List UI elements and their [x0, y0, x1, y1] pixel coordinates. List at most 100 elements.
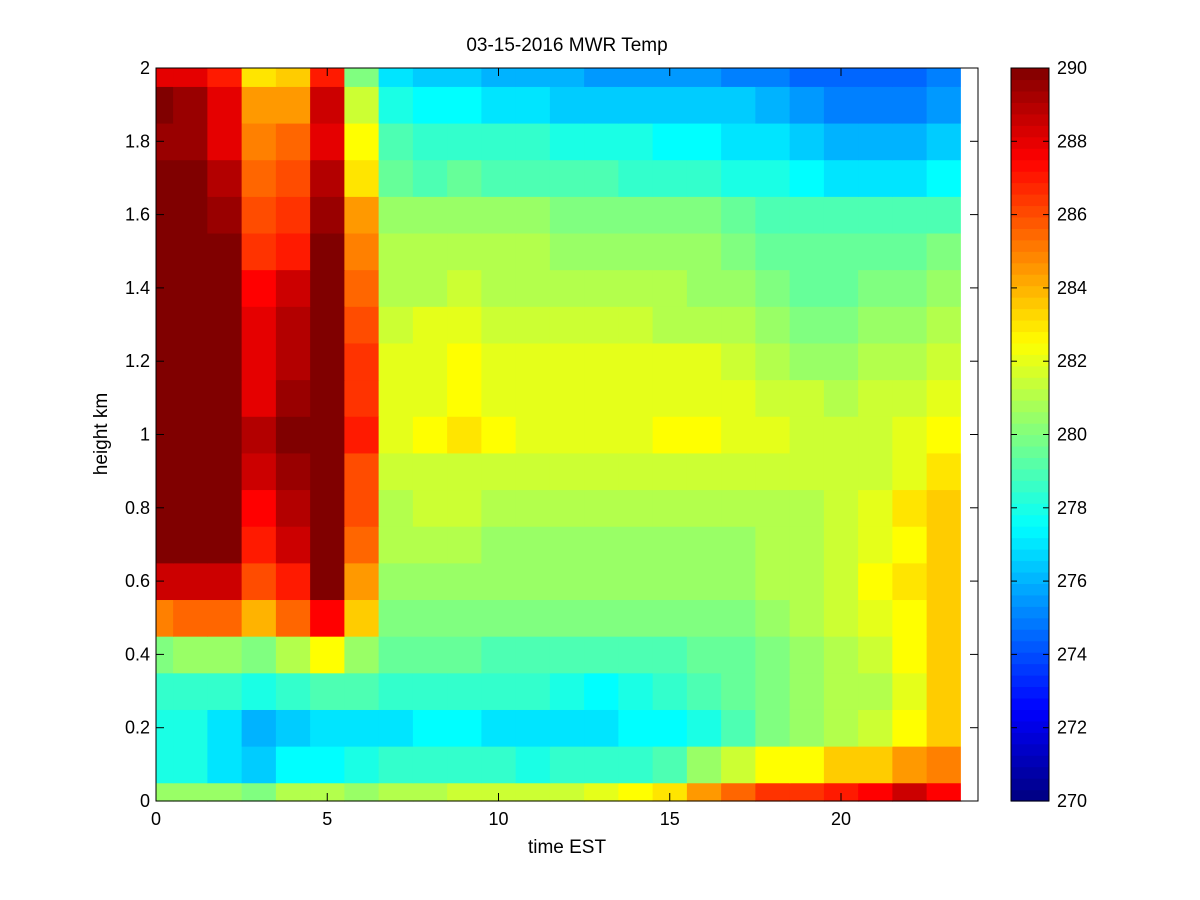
heatmap-cell: [652, 342, 688, 381]
heatmap-cell: [755, 122, 791, 161]
heatmap-cell: [173, 68, 208, 87]
heatmap-cell: [310, 68, 345, 87]
heatmap-cell: [207, 416, 243, 454]
colorbar-segment: [1011, 675, 1049, 688]
colorbar-segment: [1011, 514, 1049, 527]
heatmap-cell: [378, 196, 414, 234]
heatmap-cell: [447, 636, 482, 674]
heatmap-cell: [858, 306, 893, 344]
heatmap-cell: [755, 562, 791, 601]
heatmap-cell: [173, 416, 208, 454]
heatmap-cell: [310, 636, 345, 674]
heatmap-cell: [823, 562, 859, 601]
colorbar-segment: [1011, 228, 1049, 241]
heatmap-cell: [275, 68, 311, 87]
heatmap-cell: [515, 86, 551, 124]
heatmap-cell: [378, 159, 414, 197]
heatmap-cell: [926, 709, 962, 747]
heatmap-cell: [378, 342, 414, 381]
heatmap-cell: [378, 709, 414, 747]
heatmap-cell: [652, 122, 688, 161]
heatmap-cell: [156, 599, 174, 637]
colorbar-segment: [1011, 68, 1049, 81]
heatmap-cell: [515, 489, 551, 527]
heatmap-cell: [412, 86, 448, 124]
heatmap-cell: [447, 672, 482, 710]
heatmap-cell: [721, 379, 756, 417]
heatmap-cell: [549, 672, 585, 710]
heatmap-cell: [241, 196, 277, 234]
colorbar-tick-label: 284: [1057, 278, 1087, 298]
heatmap-cell: [584, 269, 619, 307]
heatmap-cell: [892, 636, 928, 674]
heatmap-cell: [156, 526, 174, 564]
heatmap-cell: [275, 489, 311, 527]
heatmap-cell: [481, 196, 517, 234]
heatmap-cell: [789, 159, 825, 197]
colorbar-segment: [1011, 388, 1049, 401]
heatmap-cell: [686, 196, 722, 234]
heatmap-cell: [618, 122, 654, 161]
heatmap-cell: [156, 416, 174, 454]
heatmap-cell: [378, 782, 414, 802]
heatmap-cell: [344, 196, 380, 234]
heatmap-cell: [447, 489, 482, 527]
colorbar-segment: [1011, 125, 1049, 138]
y-axis-label: height km: [91, 393, 112, 475]
colorbar-segment: [1011, 457, 1049, 470]
heatmap-cell: [241, 452, 277, 491]
heatmap-cell: [584, 68, 619, 87]
heatmap-cell: [789, 379, 825, 417]
heatmap-cell: [926, 452, 962, 491]
heatmap-cell: [173, 452, 208, 491]
heatmap-cell: [447, 526, 482, 564]
heatmap-cell: [584, 122, 619, 161]
heatmap-cell: [584, 306, 619, 344]
heatmap-cell: [481, 122, 517, 161]
heatmap-cell: [378, 232, 414, 271]
heatmap-cell: [789, 232, 825, 271]
heatmap-cell: [310, 526, 345, 564]
heatmap-cell: [344, 232, 380, 271]
heatmap-cell: [652, 489, 688, 527]
colorbar-segment: [1011, 90, 1049, 103]
heatmap-cell: [721, 416, 756, 454]
heatmap-cell: [378, 452, 414, 491]
heatmap-cell: [652, 562, 688, 601]
heatmap-cell: [275, 672, 311, 710]
colorbar-segment: [1011, 697, 1049, 710]
heatmap-cell: [926, 746, 962, 784]
heatmap-cell: [156, 342, 174, 381]
heatmap-cell: [447, 269, 482, 307]
heatmap-cell: [412, 159, 448, 197]
heatmap-cell: [755, 672, 791, 710]
heatmap-cell: [275, 379, 311, 417]
heatmap-cell: [755, 379, 791, 417]
heatmap-cell: [858, 86, 893, 124]
heatmap-cell: [344, 416, 380, 454]
colorbar-segment: [1011, 778, 1049, 791]
heatmap-cell: [926, 159, 962, 197]
heatmap-cell: [618, 86, 654, 124]
heatmap-cell: [618, 379, 654, 417]
heatmap-cell: [412, 562, 448, 601]
heatmap-cell: [823, 379, 859, 417]
heatmap-cell: [652, 379, 688, 417]
heatmap-cell: [378, 562, 414, 601]
heatmap-cell: [549, 342, 585, 381]
colorbar-tick-label: 288: [1057, 131, 1087, 151]
heatmap-cell: [481, 306, 517, 344]
heatmap-cell: [858, 232, 893, 271]
heatmap-cell: [549, 562, 585, 601]
colorbar-segment: [1011, 148, 1049, 161]
heatmap-cell: [481, 526, 517, 564]
heatmap-cell: [156, 782, 174, 802]
heatmap-cell: [892, 269, 928, 307]
colorbar-tick-label: 272: [1057, 718, 1087, 738]
heatmap-cell: [241, 489, 277, 527]
heatmap-cell: [789, 746, 825, 784]
heatmap-cell: [275, 416, 311, 454]
colorbar-tick-label: 276: [1057, 571, 1087, 591]
heatmap-cell: [412, 269, 448, 307]
heatmap-cell: [652, 416, 688, 454]
